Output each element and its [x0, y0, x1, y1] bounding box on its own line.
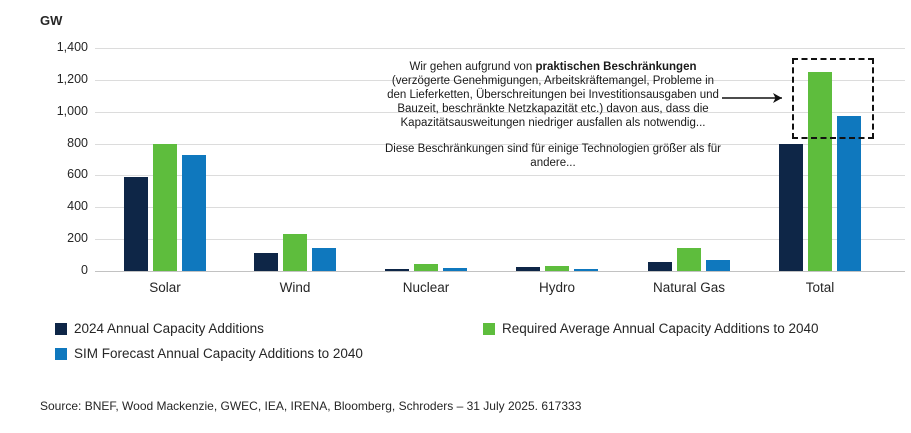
x-axis-category-label: Wind — [279, 280, 311, 295]
legend-item-required-additions: Required Average Annual Capacity Additio… — [483, 321, 818, 336]
gridline-y400 — [95, 207, 905, 208]
x-axis-category-label: Nuclear — [402, 280, 450, 295]
bar-total-s1 — [808, 72, 832, 271]
y-axis-tick-label: 600 — [67, 167, 88, 181]
bar-hydro-s1 — [545, 266, 569, 271]
bar-total-s2 — [837, 116, 861, 271]
y-axis-tick-label: 400 — [67, 199, 88, 213]
bar-natural-gas-s2 — [706, 260, 730, 271]
annotation-paragraph-2: Diese Beschränkungen sind für einige Tec… — [384, 143, 722, 169]
bar-natural-gas-s1 — [677, 248, 701, 271]
legend-swatch-lightblue — [55, 347, 67, 360]
legend-label: Required Average Annual Capacity Additio… — [502, 321, 819, 336]
annotation-p1-after: (verzögerte Genehmigungen, Arbeitskräfte… — [387, 75, 719, 129]
y-axis-tick-label: 1,000 — [56, 104, 88, 118]
source-text: Source: BNEF, Wood Mackenzie, GWEC, IEA,… — [40, 399, 582, 413]
gridline-y1400 — [95, 48, 905, 49]
highlight-dashed-box — [792, 58, 874, 139]
x-axis-category-label: Solar — [149, 280, 181, 295]
x-axis-category-label: Total — [805, 280, 835, 295]
bar-solar-s2 — [182, 155, 206, 271]
legend-label: SIM Forecast Annual Capacity Additions t… — [74, 346, 363, 361]
bar-nuclear-s2 — [443, 268, 467, 271]
legend-swatch-green — [483, 322, 495, 335]
legend-label: 2024 Annual Capacity Additions — [74, 321, 264, 336]
legend-swatch-navy — [55, 322, 67, 335]
y-axis-tick-label: 1,400 — [56, 40, 88, 54]
y-axis-tick-label: 800 — [67, 136, 88, 150]
gridline-y1200 — [95, 80, 905, 81]
annotation-p1-before: Wir gehen aufgrund von — [409, 61, 536, 73]
annotation-text-block: Wir gehen aufgrund von praktischen Besch… — [383, 60, 723, 182]
bar-nuclear-s1 — [414, 264, 438, 271]
annotation-paragraph-1: Wir gehen aufgrund von praktischen Besch… — [383, 60, 723, 130]
y-axis-unit-label: GW — [40, 13, 63, 28]
annotation-p1-bold: praktischen Beschränkungen — [535, 61, 697, 73]
bar-solar-s1 — [153, 144, 177, 271]
y-axis-tick-label: 1,200 — [56, 72, 88, 86]
bar-wind-s2 — [312, 248, 336, 271]
gridline-y800 — [95, 144, 905, 145]
x-axis-category-label: Natural Gas — [652, 280, 726, 295]
gridline-y0 — [95, 271, 905, 272]
legend-item-sim-forecast-additions: SIM Forecast Annual Capacity Additions t… — [55, 346, 363, 361]
bar-hydro-s2 — [574, 269, 598, 271]
gridline-y600 — [95, 175, 905, 176]
legend-item-2024-additions: 2024 Annual Capacity Additions — [55, 321, 264, 336]
bar-wind-s1 — [283, 234, 307, 271]
annotation-arrow-icon — [722, 93, 782, 103]
gridline-y1000 — [95, 112, 905, 113]
bar-nuclear-s0 — [385, 269, 409, 271]
bar-total-s0 — [779, 144, 803, 271]
bar-natural-gas-s0 — [648, 262, 672, 271]
y-axis-tick-label: 200 — [67, 231, 88, 245]
bar-wind-s0 — [254, 253, 278, 271]
x-axis-category-label: Hydro — [538, 280, 575, 295]
gridline-y200 — [95, 239, 905, 240]
bar-solar-s0 — [124, 177, 148, 271]
y-axis-tick-label: 0 — [81, 263, 88, 277]
bar-hydro-s0 — [516, 267, 540, 271]
